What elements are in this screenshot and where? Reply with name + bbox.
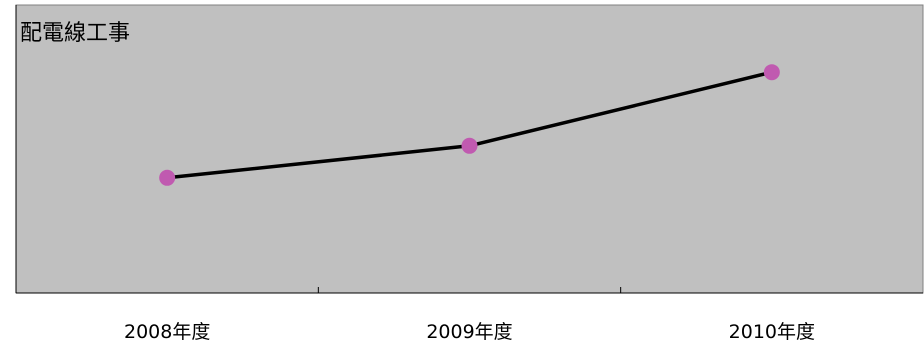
axis-layer [15,5,923,294]
data-point-2009年度 [461,137,478,154]
x-axis-labels: 2008年度 2009年度 2010年度 [124,321,815,343]
data-point-2010年度 [763,64,780,81]
chart-title: 配電線工事 [20,21,130,46]
x-tick-label: 2008年度 [124,321,210,343]
marker-layer [159,64,780,186]
x-tick-label: 2010年度 [729,321,815,343]
x-tick-label: 2009年度 [426,321,512,343]
data-point-2008年度 [159,169,176,186]
